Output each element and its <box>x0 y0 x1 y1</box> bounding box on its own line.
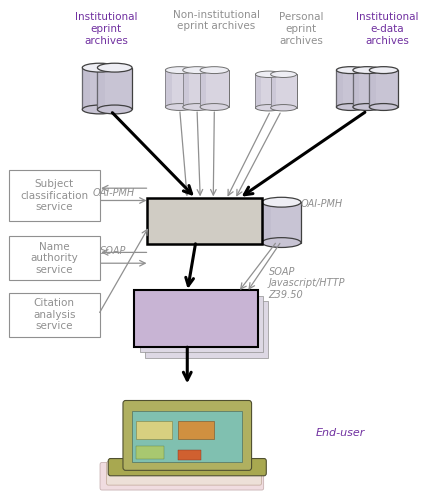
FancyBboxPatch shape <box>9 293 100 337</box>
FancyBboxPatch shape <box>132 411 242 462</box>
Ellipse shape <box>369 66 398 73</box>
Ellipse shape <box>353 103 381 110</box>
FancyBboxPatch shape <box>136 446 164 459</box>
Text: SOAP: SOAP <box>100 246 126 256</box>
Text: Non-institutional
eprint archives: Non-institutional eprint archives <box>173 10 260 31</box>
FancyBboxPatch shape <box>82 67 90 109</box>
FancyBboxPatch shape <box>336 70 343 107</box>
Ellipse shape <box>183 66 211 73</box>
FancyBboxPatch shape <box>255 74 281 108</box>
Ellipse shape <box>336 103 365 110</box>
Text: SOAP
Javascript/HTTP
Z39.50: SOAP Javascript/HTTP Z39.50 <box>268 267 345 300</box>
FancyBboxPatch shape <box>271 74 297 108</box>
Text: OAI-PMH: OAI-PMH <box>93 188 136 198</box>
Text: Subject
classification
service: Subject classification service <box>20 179 88 212</box>
Ellipse shape <box>82 105 117 114</box>
FancyBboxPatch shape <box>178 421 214 439</box>
Ellipse shape <box>200 66 229 73</box>
FancyBboxPatch shape <box>9 236 100 280</box>
Ellipse shape <box>165 103 194 110</box>
Ellipse shape <box>183 103 211 110</box>
Ellipse shape <box>255 105 281 111</box>
Ellipse shape <box>369 103 398 110</box>
FancyBboxPatch shape <box>369 70 376 107</box>
FancyBboxPatch shape <box>107 461 262 485</box>
FancyBboxPatch shape <box>200 70 207 107</box>
FancyBboxPatch shape <box>147 198 262 244</box>
Text: Citation
analysis
service: Citation analysis service <box>33 298 75 332</box>
FancyBboxPatch shape <box>183 70 189 107</box>
FancyBboxPatch shape <box>9 170 100 221</box>
Text: Name
authority
service: Name authority service <box>30 242 78 275</box>
Text: Personal
eprint
archives: Personal eprint archives <box>279 12 323 45</box>
Ellipse shape <box>165 66 194 73</box>
Text: OAI-PMH: OAI-PMH <box>301 199 343 209</box>
FancyBboxPatch shape <box>145 301 268 358</box>
Ellipse shape <box>262 197 301 207</box>
FancyBboxPatch shape <box>108 459 266 476</box>
Ellipse shape <box>271 105 297 111</box>
Ellipse shape <box>97 105 132 114</box>
FancyBboxPatch shape <box>353 70 359 107</box>
FancyBboxPatch shape <box>255 74 261 108</box>
Text: PSIGate: PSIGate <box>219 316 254 325</box>
Ellipse shape <box>271 71 297 77</box>
FancyBboxPatch shape <box>140 296 263 352</box>
FancyBboxPatch shape <box>165 70 194 107</box>
FancyBboxPatch shape <box>123 400 252 470</box>
FancyBboxPatch shape <box>369 70 398 107</box>
Text: PSIGate: PSIGate <box>219 309 254 318</box>
Ellipse shape <box>255 71 281 77</box>
Ellipse shape <box>353 66 381 73</box>
FancyBboxPatch shape <box>100 462 264 490</box>
FancyBboxPatch shape <box>271 74 276 108</box>
FancyBboxPatch shape <box>262 202 301 243</box>
FancyBboxPatch shape <box>262 202 271 243</box>
FancyBboxPatch shape <box>97 67 132 109</box>
FancyBboxPatch shape <box>136 421 172 439</box>
Text: PSIGate
gateway/portal
service: PSIGate gateway/portal service <box>151 297 241 340</box>
FancyBboxPatch shape <box>165 70 172 107</box>
Ellipse shape <box>200 103 229 110</box>
FancyBboxPatch shape <box>97 67 105 109</box>
FancyBboxPatch shape <box>178 450 200 460</box>
Text: Institutional
eprint
archives: Institutional eprint archives <box>75 12 137 45</box>
Text: Institutional
e-data
archives: Institutional e-data archives <box>356 12 419 45</box>
Ellipse shape <box>82 63 117 72</box>
Text: eBank UK: eBank UK <box>171 215 239 227</box>
Text: End-user: End-user <box>316 428 365 438</box>
FancyBboxPatch shape <box>82 67 117 109</box>
Ellipse shape <box>336 66 365 73</box>
FancyBboxPatch shape <box>183 70 211 107</box>
Ellipse shape <box>262 238 301 247</box>
FancyBboxPatch shape <box>336 70 365 107</box>
FancyBboxPatch shape <box>200 70 229 107</box>
Ellipse shape <box>97 63 132 72</box>
FancyBboxPatch shape <box>353 70 381 107</box>
FancyBboxPatch shape <box>134 290 258 347</box>
